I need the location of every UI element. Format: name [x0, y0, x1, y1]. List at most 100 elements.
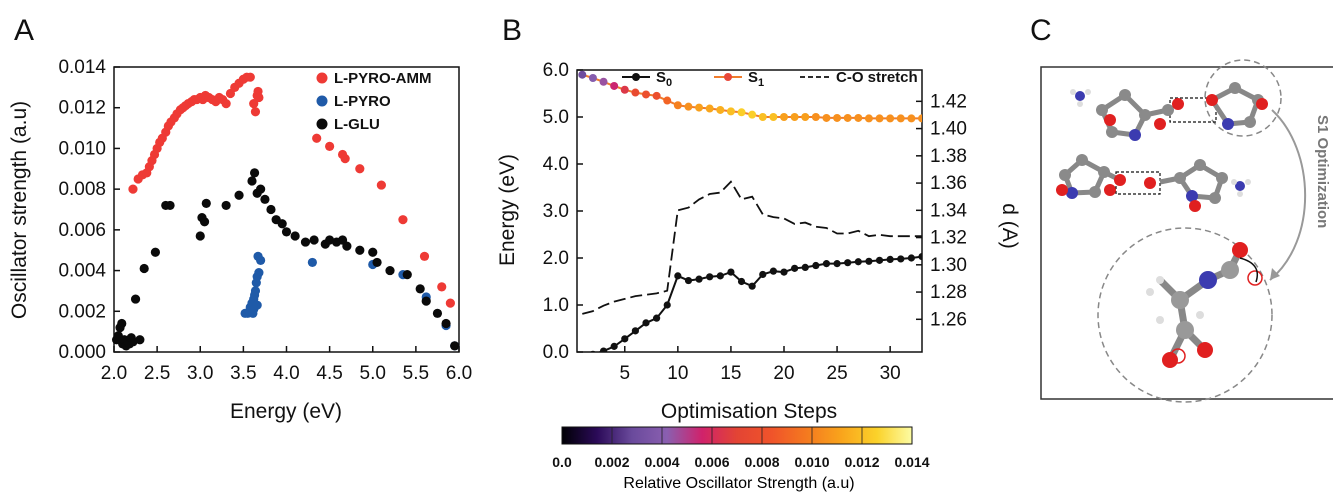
a-point-l-pyro-amm [249, 99, 259, 109]
b-y2tick-label: 1.42 [930, 91, 967, 112]
b-point-s0 [610, 342, 618, 350]
a-point-l-pyro-amm [437, 282, 447, 292]
b-point-s1 [716, 105, 725, 114]
a-point-l-glu [135, 335, 145, 345]
a-legend-marker [316, 72, 328, 84]
a-point-l-glu [117, 318, 127, 329]
a-point-l-pyro-amm [221, 99, 231, 109]
b-point-s0 [674, 272, 682, 280]
b-point-s0 [748, 282, 756, 290]
a-xtick-label: 5.0 [360, 363, 386, 384]
a-point-l-glu [300, 237, 311, 247]
colorbar-tick-label: 0.002 [594, 454, 629, 470]
b-point-s0 [759, 270, 767, 279]
panel-label-b: B [502, 14, 523, 47]
b-ytick-label: 5.0 [543, 107, 569, 128]
b-point-s1 [769, 113, 778, 121]
a-point-l-glu [385, 265, 395, 276]
b-point-s0 [642, 319, 650, 327]
colorbar-tick-label: 0.004 [644, 454, 679, 470]
a-ytick-label: 0.010 [58, 138, 106, 159]
b-point-s1 [684, 102, 693, 111]
a-legend-label: L-PYRO [334, 93, 391, 110]
a-xtick-label: 4.5 [316, 363, 342, 384]
b-legend-label: S0 [656, 69, 672, 89]
colorbar-tick-label: 0.010 [794, 454, 829, 470]
a-point-l-glu [247, 176, 257, 186]
plot-a-xlabel: Energy (eV) [230, 400, 342, 423]
b-point-s0 [780, 268, 788, 276]
b-xtick-label: 5 [619, 363, 630, 384]
a-point-l-glu [260, 194, 270, 204]
b-point-s0 [812, 261, 820, 270]
optimization-label: S1 Optimization [1314, 115, 1331, 228]
b-y2tick-label: 1.26 [930, 309, 967, 330]
plot-a-legend: L-PYRO-AMM L-PYRO L-GLU [316, 70, 432, 133]
optimization-arrowhead [1270, 268, 1280, 280]
panel-label-a: A [14, 14, 35, 47]
b-point-s1 [854, 113, 863, 122]
a-ytick-label: 0.014 [58, 57, 106, 78]
b-point-s0 [695, 275, 703, 283]
a-point-l-glu [309, 235, 319, 245]
a-point-l-glu [150, 247, 160, 257]
b-ytick-label: 6.0 [543, 60, 569, 81]
b-point-s0 [769, 267, 777, 275]
a-legend-marker [316, 95, 328, 107]
b-point-s1 [588, 73, 597, 82]
b-point-s1 [896, 114, 905, 123]
colorbar-tick-label: 0.006 [694, 454, 729, 470]
b-ytick-label: 1.0 [543, 295, 569, 316]
colorbar-tick-label: 0.014 [894, 454, 929, 470]
b-point-s1 [578, 70, 587, 79]
highlight-circle-large [1097, 227, 1273, 403]
b-point-s1 [864, 114, 873, 123]
b-point-s1 [610, 81, 619, 90]
b-y2tick-label: 1.32 [930, 228, 967, 249]
b-point-s1 [907, 114, 916, 123]
a-point-l-pyro-amm [250, 107, 261, 117]
a-point-l-glu [266, 204, 276, 215]
scatter-plot-a: 2.0 2.5 3.0 3.5 4.0 4.5 5.0 5.5 6.0 0.000 0.002 0.0… [8, 57, 472, 423]
b-point-s0 [599, 347, 608, 352]
b-point-s1 [663, 96, 672, 105]
b-point-s0 [865, 257, 873, 265]
b-point-s1 [673, 101, 682, 110]
b-point-s0 [844, 259, 852, 267]
b-point-s1 [652, 91, 661, 100]
a-point-l-pyro-amm [325, 141, 335, 151]
b-point-s1 [833, 113, 842, 122]
a-point-l-glu [277, 219, 287, 229]
b-ytick-label: 3.0 [543, 201, 569, 222]
b-point-s0 [684, 276, 693, 285]
a-xtick-label: 6.0 [446, 363, 472, 384]
a-point-l-glu [199, 217, 210, 227]
b-legend-main: S [748, 69, 758, 86]
b-ytick-label: 4.0 [543, 154, 569, 175]
a-xtick-label: 2.5 [144, 363, 170, 384]
a-point-l-pyro-amm [254, 92, 264, 103]
plot-a-ylabel: Oscillator strength (a.u) [8, 101, 31, 319]
a-point-l-pyro-amm [445, 298, 455, 308]
a-point-l-pyro [307, 257, 317, 268]
a-point-l-pyro-amm [245, 72, 255, 82]
b-point-s1 [886, 114, 895, 123]
b-point-s1 [695, 103, 704, 112]
a-point-l-glu [325, 235, 335, 245]
b-y2tick-label: 1.38 [930, 146, 967, 167]
a-point-l-glu [441, 318, 451, 329]
a-point-l-glu [234, 190, 244, 200]
b-point-s1 [875, 114, 884, 123]
molecule-illustration: S1 Optimization [1040, 59, 1333, 403]
b-point-s0 [801, 263, 809, 271]
b-point-s1 [918, 114, 922, 123]
colorbar-label: Relative Oscillator Strength (a.u) [623, 475, 854, 492]
a-point-l-glu [290, 231, 300, 241]
plot-b-y2label: d (A) [998, 203, 1021, 249]
highlight-circle-small [1204, 59, 1282, 137]
a-point-l-pyro [250, 286, 261, 296]
b-legend-label: C-O stretch [836, 69, 918, 86]
plot-b-legend: S0 S1 C-O stretch [622, 69, 918, 89]
b-xtick-label: 15 [720, 363, 741, 384]
a-xtick-label: 4.0 [273, 363, 299, 384]
